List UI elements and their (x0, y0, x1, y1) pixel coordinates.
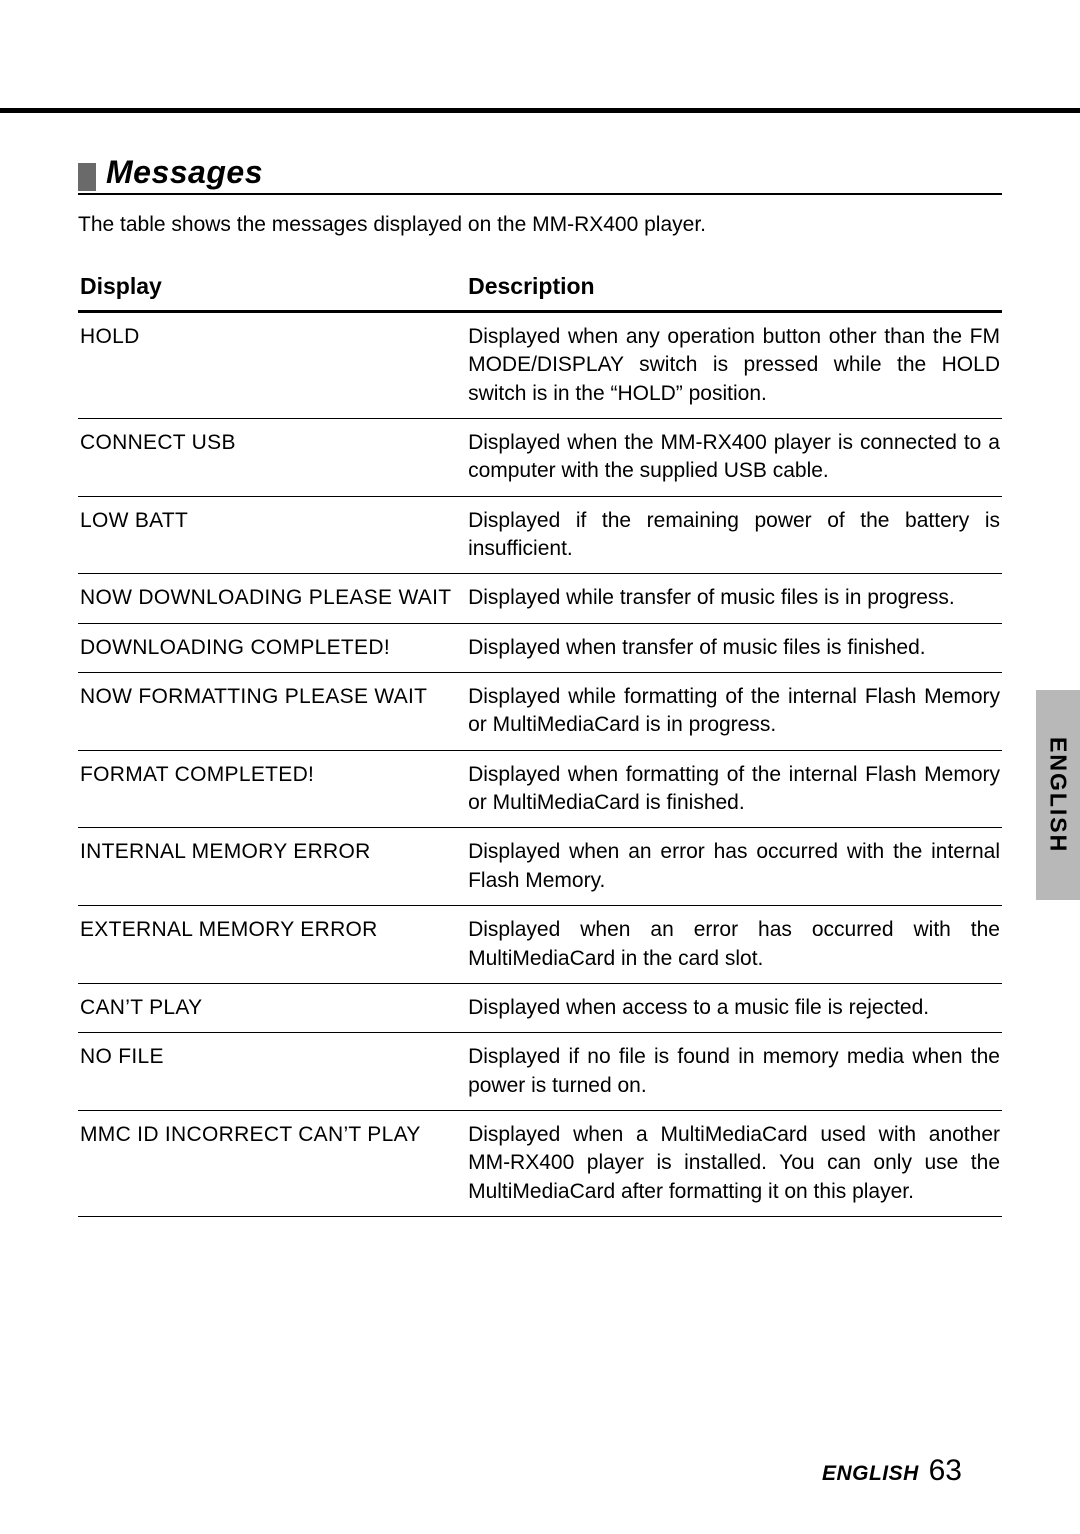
cell-description: Displayed when formatting of the interna… (466, 750, 1002, 828)
cell-display: NOW DOWNLOADING PLEASE WAIT (78, 574, 466, 623)
footer-language: ENGLISH (822, 1462, 919, 1485)
cell-description: Displayed when a MultiMediaCard used wit… (466, 1110, 1002, 1216)
table-row: INTERNAL MEMORY ERRORDisplayed when an e… (78, 828, 1002, 906)
table-row: NOW DOWNLOADING PLEASE WAITDisplayed whi… (78, 574, 1002, 623)
cell-display: NO FILE (78, 1033, 466, 1111)
cell-description: Displayed when an error has occurred wit… (466, 828, 1002, 906)
cell-display: LOW BATT (78, 496, 466, 574)
table-row: NO FILEDisplayed if no file is found in … (78, 1033, 1002, 1111)
table-row: HOLDDisplayed when any operation button … (78, 312, 1002, 419)
cell-display: NOW FORMATTING PLEASE WAIT (78, 673, 466, 751)
cell-description: Displayed when transfer of music files i… (466, 623, 1002, 672)
cell-description: Displayed when an error has occurred wit… (466, 906, 1002, 984)
messages-table: Display Description HOLDDisplayed when a… (78, 265, 1002, 1217)
cell-description: Displayed if no file is found in memory … (466, 1033, 1002, 1111)
cell-display: CONNECT USB (78, 419, 466, 497)
cell-description: Displayed when access to a music file is… (466, 983, 1002, 1032)
content-area: Messages The table shows the messages di… (78, 154, 1002, 1217)
page-footer: ENGLISH 63 (822, 1454, 962, 1488)
table-row: CONNECT USBDisplayed when the MM-RX400 p… (78, 419, 1002, 497)
section-heading: Messages (78, 154, 1002, 195)
cell-description: Displayed when the MM-RX400 player is co… (466, 419, 1002, 497)
table-row: LOW BATTDisplayed if the remaining power… (78, 496, 1002, 574)
table-row: EXTERNAL MEMORY ERRORDisplayed when an e… (78, 906, 1002, 984)
table-row: CAN’T PLAYDisplayed when access to a mus… (78, 983, 1002, 1032)
manual-page: Messages The table shows the messages di… (0, 0, 1080, 1534)
cell-display: CAN’T PLAY (78, 983, 466, 1032)
table-row: MMC ID INCORRECT CAN’T PLAYDisplayed whe… (78, 1110, 1002, 1216)
table-row: FORMAT COMPLETED!Displayed when formatti… (78, 750, 1002, 828)
section-intro: The table shows the messages displayed o… (78, 213, 1002, 237)
cell-display: DOWNLOADING COMPLETED! (78, 623, 466, 672)
footer-page-number: 63 (929, 1454, 962, 1487)
cell-description: Displayed when any operation button othe… (466, 312, 1002, 419)
table-row: DOWNLOADING COMPLETED!Displayed when tra… (78, 623, 1002, 672)
cell-description: Displayed if the remaining power of the … (466, 496, 1002, 574)
table-row: NOW FORMATTING PLEASE WAITDisplayed whil… (78, 673, 1002, 751)
cell-display: EXTERNAL MEMORY ERROR (78, 906, 466, 984)
top-rule (0, 108, 1080, 113)
cell-display: MMC ID INCORRECT CAN’T PLAY (78, 1110, 466, 1216)
cell-description: Displayed while formatting of the intern… (466, 673, 1002, 751)
cell-description: Displayed while transfer of music files … (466, 574, 1002, 623)
cell-display: FORMAT COMPLETED! (78, 750, 466, 828)
section-marker-icon (78, 163, 96, 191)
section-title: Messages (106, 154, 263, 191)
col-header-display: Display (78, 265, 466, 312)
language-tab: ENGLISH (1036, 690, 1080, 900)
language-tab-label: ENGLISH (1045, 737, 1072, 853)
table-header-row: Display Description (78, 265, 1002, 312)
col-header-description: Description (466, 265, 1002, 312)
cell-display: INTERNAL MEMORY ERROR (78, 828, 466, 906)
cell-display: HOLD (78, 312, 466, 419)
table-body: HOLDDisplayed when any operation button … (78, 312, 1002, 1217)
